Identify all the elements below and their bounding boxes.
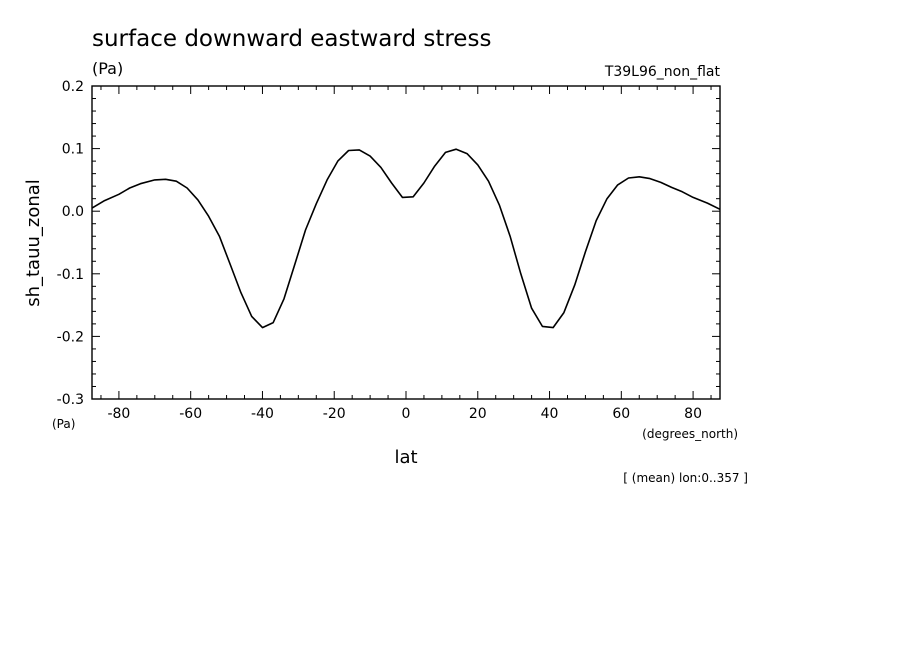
x-tick-label: 0 [402, 406, 411, 422]
x-tick-label: 60 [612, 406, 630, 422]
y-axis-label: sh_tauu_zonal [23, 179, 44, 307]
y-tick-label: 0.0 [62, 204, 84, 220]
x-axis-label: lat [394, 447, 417, 468]
title-unit: (Pa) [92, 59, 123, 78]
x-axis-unit: (degrees_north) [642, 427, 738, 441]
y-tick-label: 0.2 [62, 79, 84, 95]
x-tick-label: -60 [179, 406, 202, 422]
y-tick-label: -0.2 [57, 329, 84, 345]
series-line [91, 148, 721, 329]
averaging-note: [ (mean) lon:0..357 ] [623, 471, 748, 485]
y-tick-label: -0.3 [57, 392, 84, 408]
x-tick-label: 20 [469, 406, 487, 422]
y-axis-unit: (Pa) [52, 417, 75, 431]
x-tick-label: 40 [541, 406, 559, 422]
y-tick-label: 0.1 [62, 142, 84, 158]
x-tick-label: -80 [107, 406, 130, 422]
x-tick-label: 80 [684, 406, 702, 422]
tick-labels: -80 -60 -40 -20 0 20 40 60 80 -0.3 -0.2 -0.1 0.0 0.1 0… [57, 79, 702, 422]
x-tick-label: -40 [251, 406, 274, 422]
axis-ticks [92, 85, 720, 400]
x-tick-label: -20 [323, 406, 346, 422]
run-label: T39L96_non_flat [604, 64, 721, 80]
y-tick-label: -0.1 [57, 267, 84, 283]
plot-frame [91, 85, 721, 400]
chart-title: surface downward eastward stress [92, 26, 491, 52]
